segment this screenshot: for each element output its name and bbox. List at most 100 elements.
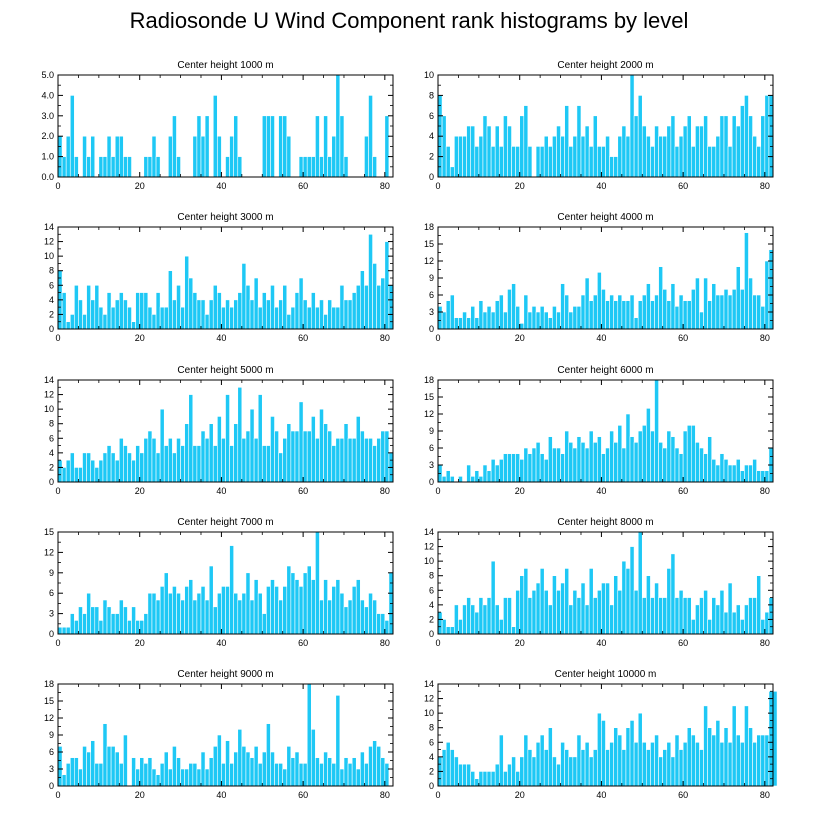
histogram-bar [723, 115, 729, 178]
y-tick-label: 8 [49, 419, 54, 429]
histogram-bar [229, 445, 234, 483]
histogram-bar [102, 723, 108, 787]
x-tick-label: 20 [135, 790, 145, 800]
panel-title: Center height 4000 m [557, 212, 653, 223]
histogram-bar [351, 586, 357, 635]
histogram-bar [323, 115, 328, 178]
histogram-bar [478, 135, 484, 178]
histogram-bar [466, 464, 471, 483]
x-tick-label: 0 [55, 638, 60, 648]
histogram-bar [176, 437, 181, 483]
y-tick-label: 12 [44, 237, 54, 247]
histogram-bar [690, 146, 696, 178]
x-tick-label: 80 [380, 790, 390, 800]
y-tick-label: 6 [49, 747, 54, 757]
histogram-bar [592, 597, 598, 635]
histogram-panel: Center height 7000 m 0 3 6 9 12 15 0 20 40 60 80 [44, 517, 394, 648]
histogram-panel: Center height 6000 m 0 3 6 9 12 15 18 0 20 40 60 80 [424, 365, 774, 496]
histogram-bar [184, 586, 190, 635]
histogram-bar [703, 705, 708, 787]
x-tick-label: 0 [55, 181, 60, 191]
histogram-bar [470, 125, 476, 178]
histogram-bar [601, 720, 606, 787]
histogram-bar [588, 756, 594, 787]
histogram-bar [449, 294, 455, 330]
histogram-bar [474, 778, 480, 787]
histogram-bar [343, 423, 349, 483]
histogram-bar [86, 284, 91, 330]
histogram-bar [547, 317, 553, 330]
histogram-bar [196, 592, 202, 635]
x-tick-label: 0 [55, 790, 60, 800]
histogram-bar [257, 394, 263, 483]
histogram-bar [535, 741, 541, 787]
histogram-bar [744, 464, 749, 483]
histogram-bar [327, 156, 333, 178]
histogram-bar [266, 586, 271, 635]
histogram-bar [515, 589, 521, 635]
histogram-bar [592, 442, 598, 483]
histogram-bar [339, 437, 345, 483]
histogram-bar [212, 95, 218, 178]
histogram-bar [217, 292, 222, 330]
histogram-bar [184, 255, 190, 330]
x-tick-label: 80 [380, 638, 390, 648]
histogram-bar [752, 459, 757, 483]
histogram-bar [695, 741, 700, 787]
histogram-bar [114, 135, 120, 178]
histogram-bar [282, 586, 288, 635]
y-tick-label: 4 [429, 131, 434, 141]
histogram-bar [78, 768, 83, 787]
histogram-bar [364, 284, 369, 330]
histogram-bar [466, 597, 471, 635]
histogram-bar [282, 768, 288, 787]
histogram-bar [225, 740, 230, 787]
histogram-bar [539, 146, 545, 178]
histogram-bar [527, 597, 533, 635]
histogram-bar [65, 626, 71, 635]
y-tick-label: 14 [424, 527, 434, 537]
histogram-bar [335, 579, 341, 635]
histogram-bar [74, 620, 79, 635]
histogram-bar [592, 115, 598, 178]
x-tick-label: 20 [135, 181, 145, 191]
histogram-bar [151, 135, 157, 178]
x-tick-label: 60 [678, 790, 688, 800]
histogram-bar [735, 734, 741, 787]
y-tick-label: 0 [49, 324, 54, 334]
histogram-bar [270, 579, 275, 635]
histogram-bar [519, 115, 525, 178]
histogram-bar [666, 741, 672, 787]
histogram-bar [527, 453, 533, 483]
histogram-bar [597, 712, 602, 787]
histogram-bar [462, 604, 467, 635]
histogram-bar [768, 249, 774, 330]
histogram-bar [168, 768, 173, 787]
histogram-bar [703, 589, 708, 635]
histogram-bar [106, 445, 112, 483]
histogram-bar [686, 115, 692, 178]
y-tick-label: 0 [429, 324, 434, 334]
x-tick-label: 20 [515, 790, 525, 800]
histogram-bar [723, 289, 729, 330]
histogram-bar [151, 768, 157, 787]
histogram-bar [507, 289, 512, 330]
histogram-bar [143, 437, 149, 483]
histogram-bar [163, 572, 169, 635]
histogram-bar [310, 416, 316, 483]
histogram-bar [597, 146, 602, 178]
histogram-bar [286, 565, 292, 635]
histogram-bar [261, 292, 267, 330]
histogram-bar [78, 606, 83, 635]
histogram-bar [212, 746, 218, 787]
histogram-bar [302, 299, 308, 330]
histogram-bar [360, 270, 365, 330]
histogram-bar [682, 741, 688, 787]
histogram-bar [527, 749, 533, 787]
histogram-bar [719, 115, 725, 178]
histogram-bar [229, 135, 234, 178]
histogram-bar [372, 156, 377, 178]
x-tick-label: 40 [216, 181, 226, 191]
histogram-bar [572, 589, 578, 635]
histogram-bar [110, 306, 116, 330]
